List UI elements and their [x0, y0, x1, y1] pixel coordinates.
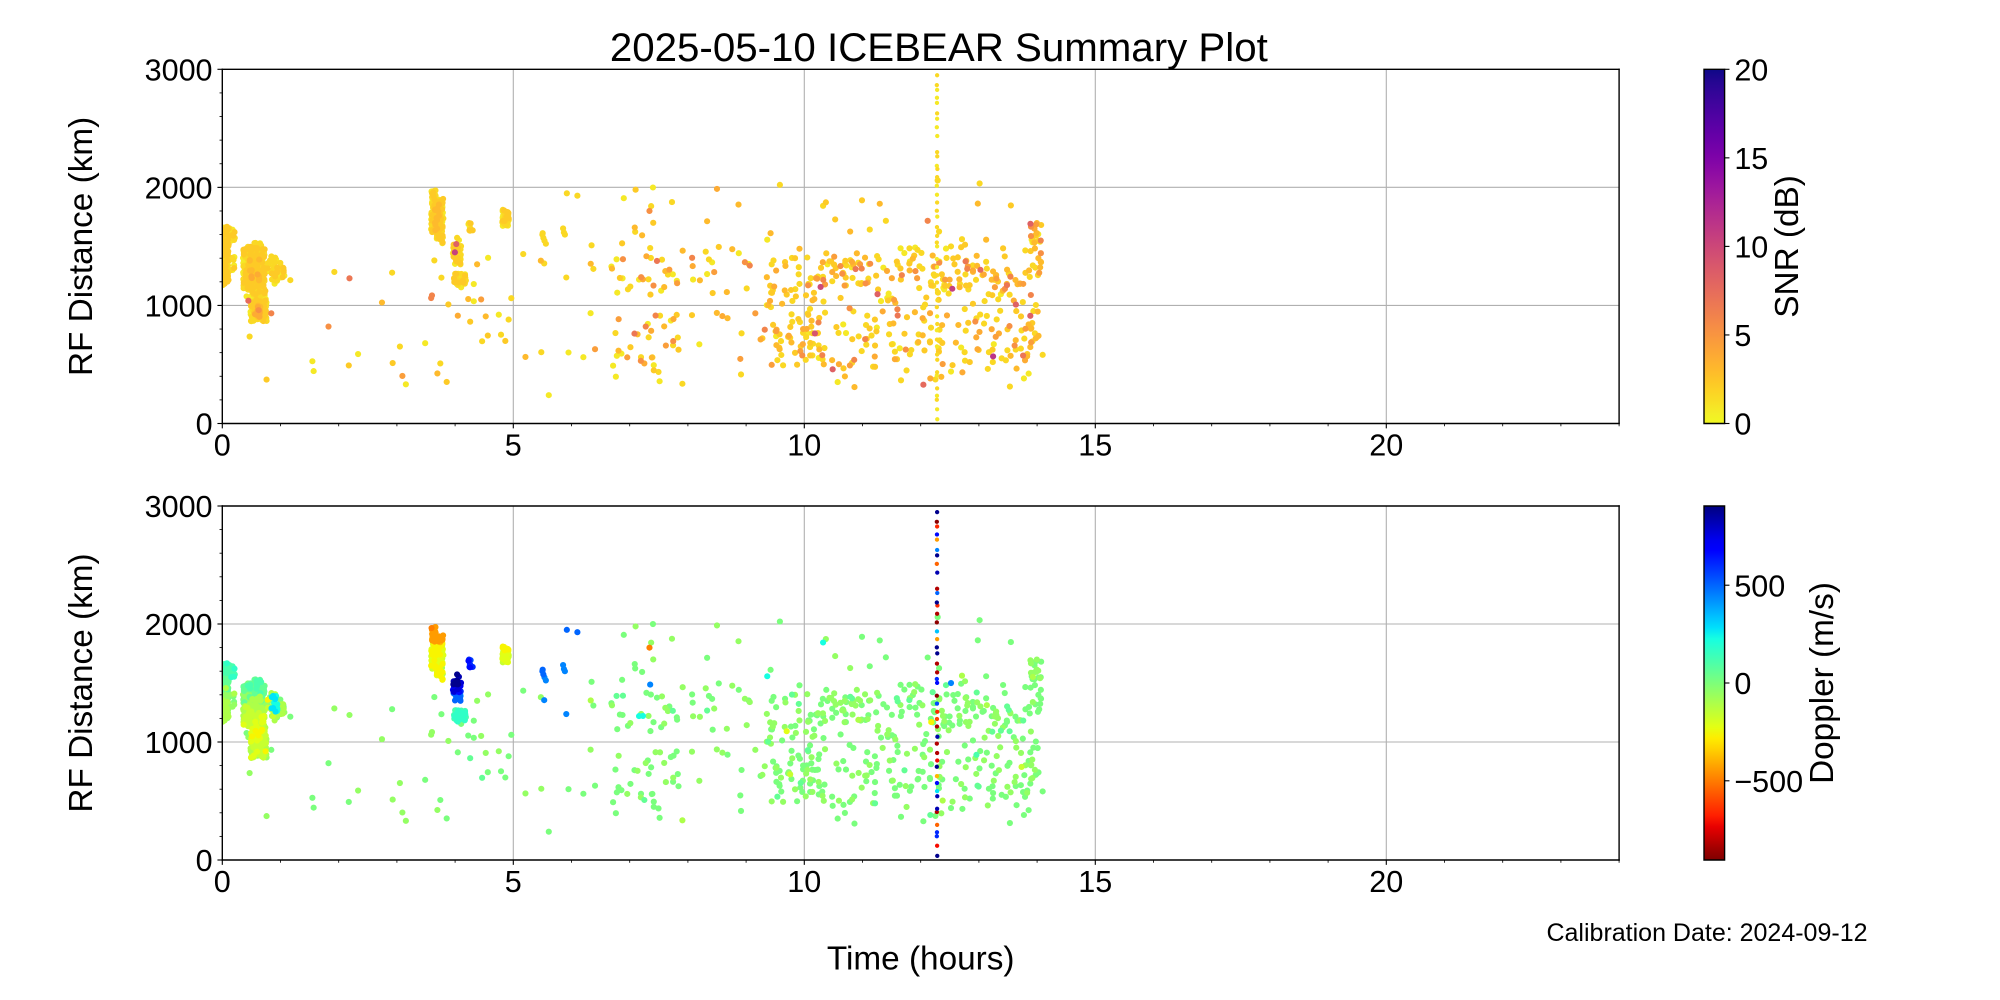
- svg-text:5: 5: [505, 865, 522, 899]
- svg-text:0: 0: [196, 844, 213, 878]
- svg-text:2000: 2000: [145, 171, 213, 205]
- svg-text:Time (hours): Time (hours): [827, 941, 1015, 978]
- svg-text:2025-05-10 ICEBEAR Summary Plo: 2025-05-10 ICEBEAR Summary Plot: [610, 25, 1268, 70]
- svg-text:3000: 3000: [145, 53, 213, 87]
- svg-text:Doppler (m/s): Doppler (m/s): [1804, 582, 1841, 784]
- svg-text:5: 5: [1734, 319, 1751, 353]
- svg-text:0: 0: [214, 865, 231, 899]
- svg-text:1000: 1000: [145, 726, 213, 760]
- svg-text:0: 0: [196, 408, 213, 442]
- svg-text:1000: 1000: [145, 290, 213, 324]
- svg-text:20: 20: [1369, 865, 1403, 899]
- svg-text:RF Distance (km): RF Distance (km): [63, 553, 100, 812]
- svg-text:15: 15: [1734, 142, 1768, 176]
- svg-text:500: 500: [1734, 569, 1785, 603]
- svg-text:Calibration Date: 2024-09-12: Calibration Date: 2024-09-12: [1546, 919, 1867, 947]
- svg-text:10: 10: [787, 865, 821, 899]
- svg-text:0: 0: [214, 428, 231, 462]
- svg-text:2000: 2000: [145, 608, 213, 642]
- svg-text:0: 0: [1734, 667, 1751, 701]
- svg-text:SNR (dB): SNR (dB): [1769, 175, 1806, 318]
- svg-text:20: 20: [1369, 428, 1403, 462]
- svg-text:5: 5: [505, 428, 522, 462]
- svg-text:0: 0: [1734, 408, 1751, 442]
- svg-text:−500: −500: [1734, 765, 1803, 799]
- svg-text:RF Distance (km): RF Distance (km): [63, 117, 100, 376]
- svg-text:10: 10: [1734, 230, 1768, 264]
- svg-text:15: 15: [1078, 865, 1112, 899]
- svg-text:3000: 3000: [145, 490, 213, 524]
- svg-text:10: 10: [787, 428, 821, 462]
- svg-text:15: 15: [1078, 428, 1112, 462]
- svg-text:20: 20: [1734, 53, 1768, 87]
